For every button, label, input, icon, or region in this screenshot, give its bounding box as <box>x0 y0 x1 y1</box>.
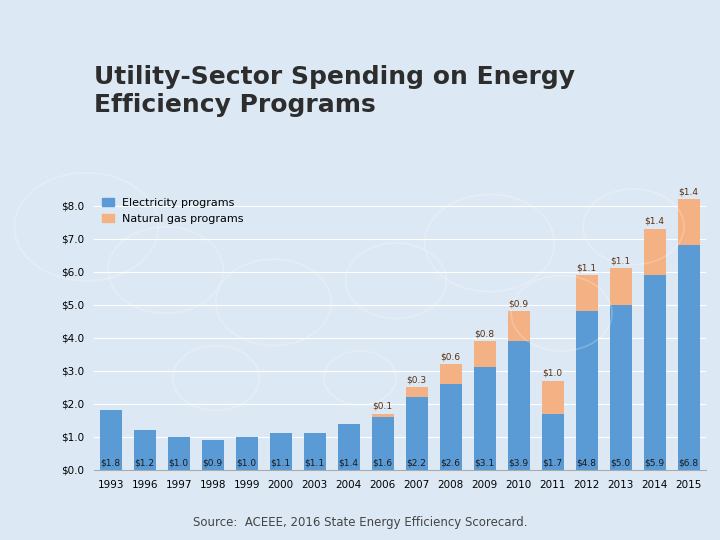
Text: $0.9: $0.9 <box>202 458 222 467</box>
Text: $0.6: $0.6 <box>441 353 461 361</box>
Bar <box>644 275 666 470</box>
Bar <box>610 268 631 305</box>
Text: $1.4: $1.4 <box>679 187 698 196</box>
Text: $1.1: $1.1 <box>305 458 325 467</box>
Bar <box>439 384 462 470</box>
Text: $3.9: $3.9 <box>508 458 528 467</box>
Text: $1.0: $1.0 <box>237 458 256 467</box>
Bar <box>644 228 666 275</box>
Text: $5.0: $5.0 <box>611 458 631 467</box>
Text: $2.2: $2.2 <box>407 458 426 467</box>
Text: $4.8: $4.8 <box>577 458 597 467</box>
Bar <box>235 437 258 470</box>
Text: $1.1: $1.1 <box>611 256 631 266</box>
Text: $0.9: $0.9 <box>508 300 528 308</box>
Bar <box>541 414 564 470</box>
Text: $1.1: $1.1 <box>271 458 291 467</box>
Text: $1.1: $1.1 <box>577 263 597 272</box>
Bar <box>372 414 394 417</box>
Bar <box>269 434 292 470</box>
Bar <box>541 381 564 414</box>
Bar <box>508 341 530 470</box>
Bar <box>372 417 394 470</box>
Bar <box>405 397 428 470</box>
Text: $1.0: $1.0 <box>543 369 562 378</box>
Text: $1.8: $1.8 <box>101 458 121 467</box>
Bar <box>474 367 495 470</box>
Text: $2.6: $2.6 <box>441 458 461 467</box>
Bar <box>133 430 156 470</box>
Text: $1.0: $1.0 <box>168 458 189 467</box>
Text: $3.1: $3.1 <box>474 458 495 467</box>
Text: $5.9: $5.9 <box>644 458 665 467</box>
Bar <box>202 440 224 470</box>
Bar <box>474 341 495 367</box>
Bar <box>439 364 462 384</box>
Text: Utility-Sector Spending on Energy
Efficiency Programs: Utility-Sector Spending on Energy Effici… <box>94 65 575 117</box>
Bar <box>168 437 189 470</box>
Bar <box>304 434 325 470</box>
Text: $0.8: $0.8 <box>474 329 495 339</box>
Bar <box>610 305 631 470</box>
Text: $1.2: $1.2 <box>135 458 155 467</box>
Text: $0.1: $0.1 <box>372 402 392 411</box>
Text: $1.7: $1.7 <box>543 458 562 467</box>
Legend: Electricity programs, Natural gas programs: Electricity programs, Natural gas progra… <box>99 194 248 227</box>
Bar <box>508 311 530 341</box>
Text: $0.3: $0.3 <box>407 375 427 384</box>
Bar <box>338 423 360 470</box>
Bar <box>99 410 122 470</box>
Bar <box>678 245 700 470</box>
Bar <box>575 275 598 311</box>
Bar <box>405 387 428 397</box>
Bar <box>575 311 598 470</box>
Text: Source:  ACEEE, 2016 State Energy Efficiency Scorecard.: Source: ACEEE, 2016 State Energy Efficie… <box>193 516 527 529</box>
Text: $6.8: $6.8 <box>678 458 698 467</box>
Text: $1.6: $1.6 <box>372 458 392 467</box>
Text: $1.4: $1.4 <box>338 458 359 467</box>
Text: $1.4: $1.4 <box>644 217 665 226</box>
Bar <box>678 199 700 245</box>
